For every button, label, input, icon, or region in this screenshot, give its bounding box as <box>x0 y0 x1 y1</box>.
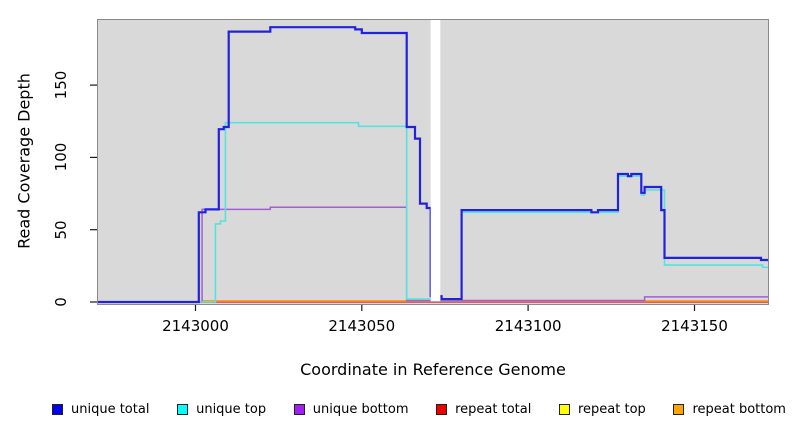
no-data-gap-band <box>430 19 441 302</box>
legend: unique total unique top unique bottom repea… <box>52 400 786 418</box>
x-tick-label: 2143100 <box>494 317 562 335</box>
legend-swatch-icon <box>673 403 685 415</box>
legend-item-unique-bottom: unique bottom <box>293 401 409 417</box>
legend-label: repeat total <box>455 401 532 417</box>
series-unique-bottom <box>97 206 769 303</box>
legend-item-unique-top: unique top <box>177 402 266 417</box>
y-tick-label: 0 <box>52 297 70 307</box>
x-axis-title: Coordinate in Reference Genome <box>300 360 566 379</box>
legend-label: unique bottom <box>312 401 409 417</box>
legend-item-repeat-bottom: repeat bottom <box>673 402 786 417</box>
y-axis-title: Read Coverage Depth <box>14 73 34 249</box>
legend-swatch-icon <box>559 403 570 415</box>
legend-label: repeat top <box>578 401 646 417</box>
legend-label: unique total <box>71 401 150 417</box>
x-tick-label: 2143150 <box>661 317 728 335</box>
legend-item-repeat-top: repeat top <box>559 402 646 417</box>
plot-border <box>97 19 769 305</box>
legend-label: unique top <box>196 401 267 417</box>
legend-swatch-icon <box>177 403 189 415</box>
y-tick-label: 100 <box>52 143 70 172</box>
legend-swatch-icon <box>52 403 63 415</box>
legend-item-repeat-total: repeat total <box>436 402 531 417</box>
legend-label: repeat bottom <box>692 401 786 417</box>
legend-item-unique-total: unique total <box>52 402 149 417</box>
y-tick-label: 50 <box>52 220 70 240</box>
x-tick-label: 2143000 <box>162 317 229 335</box>
legend-swatch-icon <box>293 403 305 415</box>
legend-swatch-icon <box>436 403 448 415</box>
y-tick-label: 150 <box>52 70 70 100</box>
x-tick-label: 2143050 <box>328 317 396 335</box>
